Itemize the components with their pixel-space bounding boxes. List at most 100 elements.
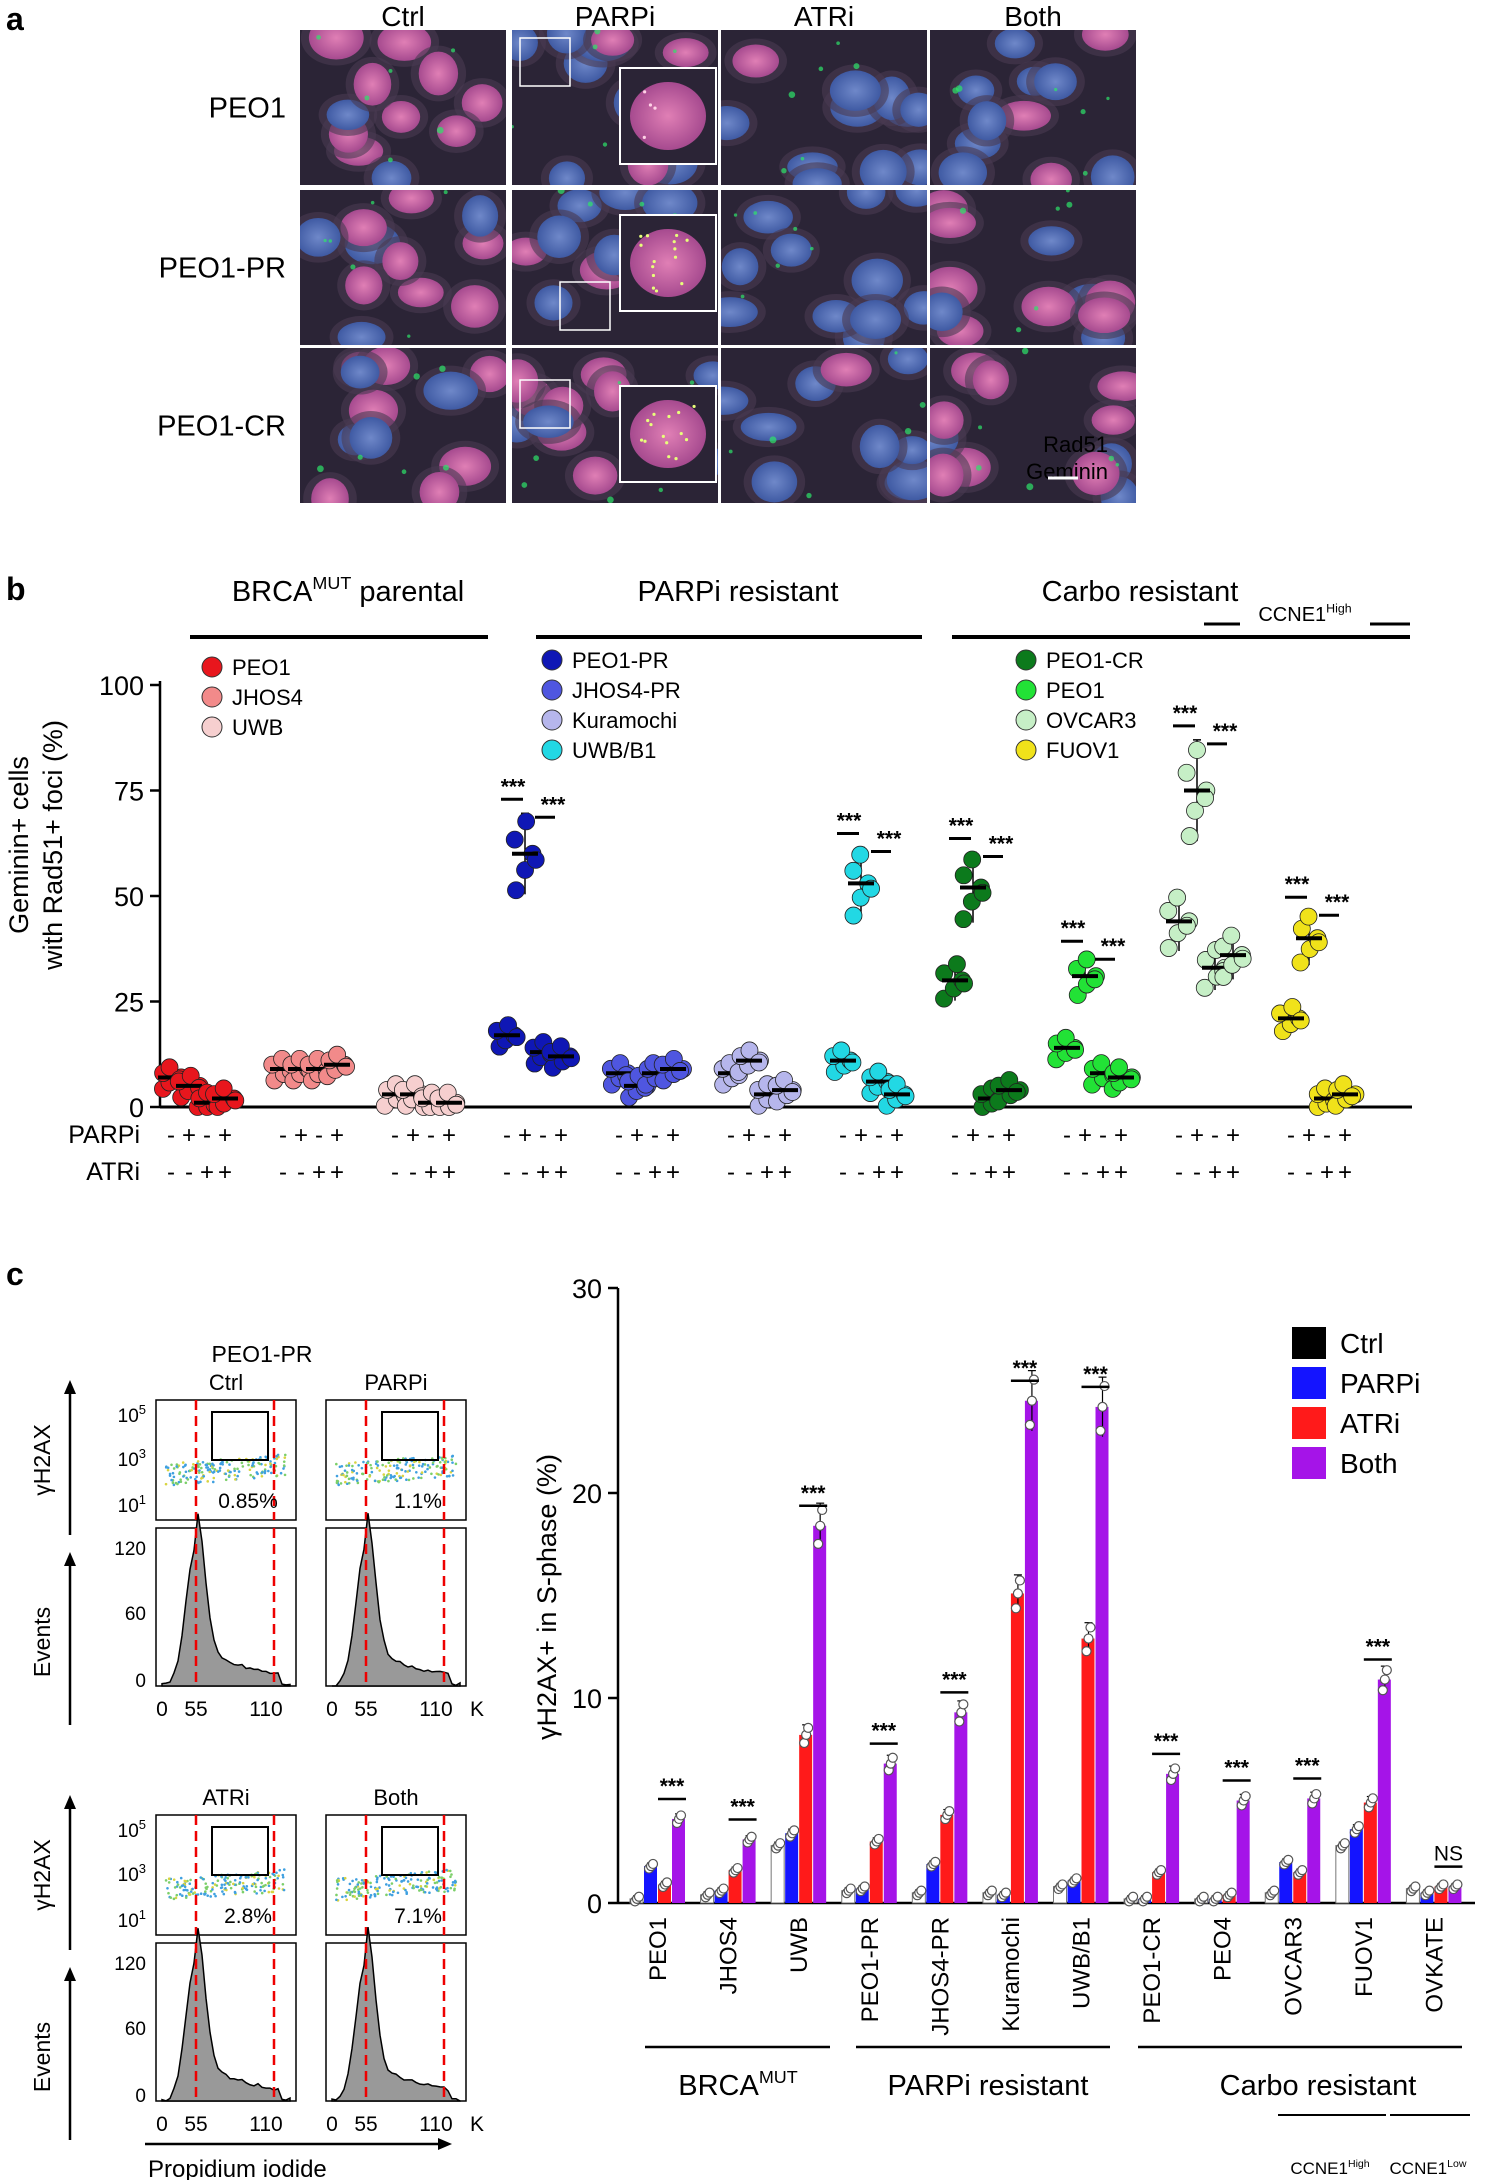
panel-c: c PEO1-PR γH2AXEventsCtrl0.85%1051031011… [6,1256,1475,2180]
c-group-label-1: PARPi resistant [888,2070,1089,2102]
flow-event-dot [438,1460,442,1464]
flow-event-dot [226,1469,230,1472]
flow-event-dot [282,1467,285,1470]
b-data-point [505,830,524,849]
flow-event-dot [435,1881,439,1884]
flow-event-dot [418,1460,421,1464]
flow-event-dot [178,1893,182,1896]
flow-y-tick-base: 10 [118,1865,139,1886]
flow-event-dot [385,1893,388,1897]
flow-event-dot [234,1478,237,1481]
flow-event-dot [336,1880,339,1884]
flow-event-dot [282,1888,286,1892]
panel-c-label: c [6,1256,24,1292]
flow-event-dot [376,1889,379,1893]
c-data-point [775,1838,786,1849]
panel-b: b Geminin+ cells with Rad51+ foci (%) 0 2… [4,571,1412,1186]
flow-event-dot [251,1462,255,1465]
b-atri-sign: + [1208,1159,1222,1186]
rad51-speck [350,264,356,270]
flow-event-dot [211,1888,214,1891]
cell-nucleus [546,30,587,54]
cell-nucleus [1028,226,1075,256]
rad51-focus [646,418,650,423]
rad51-focus [677,410,681,415]
flow-event-dot [453,1887,456,1891]
c-category-label: PEO1-CR [1139,1917,1166,2024]
c-data-point [647,1858,659,1870]
flow-event-dot [437,1879,441,1883]
c-bar-atri [940,1814,954,1903]
flow-event-dot [208,1468,212,1471]
b-group-header-2: Carbo resistant [1042,576,1239,608]
b-atri-sign: + [872,1159,886,1186]
c-y-tick-label: 30 [572,1274,602,1304]
cell-nucleus [721,386,749,415]
cell-nucleus [340,209,387,247]
rad51-focus [639,243,643,247]
flow-event-dot [215,1884,219,1887]
c-data-point [1410,1881,1421,1892]
flow-y-arrowhead [64,1795,76,1809]
flow-event-dot [278,1868,282,1872]
b-atri-sign: + [890,1159,904,1186]
b-data-point [1077,950,1096,969]
b-atri-sign: - [969,1159,977,1186]
flow-event-dot [245,1885,249,1888]
zoom-box [519,379,571,429]
flow-event-dot [267,1884,271,1888]
flow-event-dot [335,1893,338,1897]
flow-event-dot [417,1464,421,1467]
micrograph-peo1-cr-both [930,348,1136,503]
flow-event-dot [211,1462,214,1466]
b-y-tick-label: 50 [114,882,144,912]
flow-event-dot [281,1875,285,1879]
flow-y-tick-exp: 3 [139,1446,146,1461]
cell-nucleus [1090,155,1135,185]
flow-event-dot [241,1881,245,1885]
b-series-0 [154,1058,245,1116]
flow-event-dot [214,1894,217,1898]
micrograph-peo1-pr-ctrl [300,190,506,345]
flow-event-dot [454,1462,458,1466]
flow-event-dot [182,1465,185,1469]
rad51-focus [661,434,665,438]
flow-event-dot [356,1888,360,1891]
flow-event-dot [209,1895,212,1898]
flow-event-dot [183,1464,187,1467]
flow-event-dot [335,1481,339,1484]
flow-event-dot [437,1875,441,1879]
b-atri-sign: + [1320,1159,1334,1186]
b-parpi-sign: + [630,1122,644,1149]
flow-event-dot [198,1469,201,1472]
flow-event-dot [420,1471,424,1474]
flow-event-dot [281,1883,285,1886]
b-legend-label: UWB [232,715,283,740]
flow-event-dot [249,1473,252,1477]
c-data-point [1367,1793,1378,1804]
rad51-speck [806,492,812,499]
flow-event-dot [361,1895,365,1898]
micrograph-peo1-cr-atri [721,348,927,503]
c-sub-label-low-sup: Low [1447,2158,1467,2170]
flow-event-dot [247,1463,250,1467]
flow-event-dot [189,1890,193,1893]
micrograph-cells [721,348,927,503]
rad51-focus [643,90,647,94]
b-atri-sign: - [1305,1159,1313,1186]
b-atri-sign: + [1226,1159,1240,1186]
flow-event-dot [176,1880,179,1884]
b-data-point [851,845,870,864]
flow-event-dot [376,1892,380,1896]
flow-event-dot [419,1476,423,1480]
c-data-point [1212,1891,1223,1902]
c-data-point [1240,1791,1251,1802]
b-sig-marker: *** [1173,702,1198,725]
flow-event-dot [449,1875,452,1879]
c-category-label: Kuramochi [998,1917,1025,2032]
flow-event-dot [394,1877,398,1881]
flow-event-dot [177,1480,181,1484]
rad51-speck [728,449,733,454]
flow-event-dot [409,1878,413,1881]
b-sig-marker: *** [541,793,566,816]
